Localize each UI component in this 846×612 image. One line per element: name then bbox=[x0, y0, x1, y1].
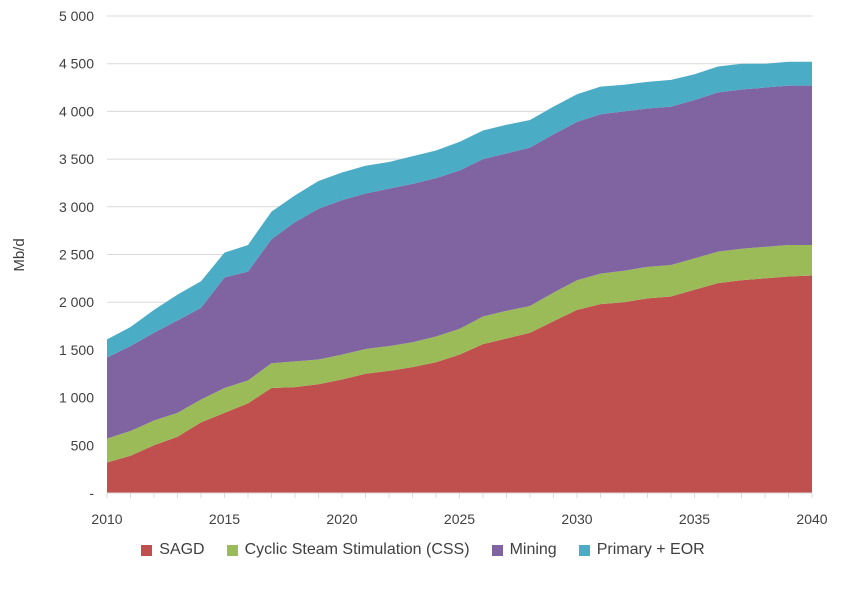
x-tick-label: 2030 bbox=[561, 511, 592, 527]
legend-swatch bbox=[141, 544, 153, 556]
legend-label: Primary + EOR bbox=[596, 541, 705, 558]
y-tick-label: 4 500 bbox=[59, 56, 94, 72]
y-axis-label: Mb/d bbox=[11, 238, 28, 271]
y-tick-label: 2 500 bbox=[59, 247, 94, 263]
legend: SAGD Cyclic Steam Stimulation (CSS) Mining… bbox=[0, 541, 846, 559]
y-tick-label: 500 bbox=[71, 437, 95, 453]
legend-item: Cyclic Steam Stimulation (CSS) bbox=[226, 541, 470, 559]
legend-item: Primary + EOR bbox=[578, 541, 705, 559]
legend-item: SAGD bbox=[141, 541, 205, 559]
area-sagd bbox=[107, 275, 812, 493]
legend-label: SAGD bbox=[159, 541, 205, 558]
axes: - 500 1 000 1 500 2 000 2 500 3 000 3 500 4 000 4… bbox=[59, 8, 828, 527]
y-tick-label: 1 000 bbox=[59, 390, 94, 406]
area-cyclic-steam-stimulation-css bbox=[107, 244, 812, 463]
area-mining bbox=[107, 85, 812, 439]
legend-item: Mining bbox=[491, 541, 557, 559]
y-tick-label: 1 500 bbox=[59, 342, 94, 358]
legend-swatch bbox=[226, 544, 238, 556]
legend-label: Mining bbox=[509, 541, 557, 558]
y-tick-label: 2 000 bbox=[59, 294, 94, 310]
legend-swatch bbox=[578, 544, 590, 556]
y-tick-label: 3 000 bbox=[59, 199, 94, 215]
x-tick-label: 2035 bbox=[679, 511, 710, 527]
y-tick-label: 4 000 bbox=[59, 103, 94, 119]
legend-swatch bbox=[491, 544, 503, 556]
y-tick-label: 5 000 bbox=[59, 8, 94, 24]
x-tick-label: 2015 bbox=[209, 511, 240, 527]
x-tick-label: 2025 bbox=[444, 511, 475, 527]
y-tick-label: - bbox=[89, 485, 94, 501]
legend-label: Cyclic Steam Stimulation (CSS) bbox=[244, 541, 470, 558]
x-tick-label: 2040 bbox=[796, 511, 827, 527]
x-tick-label: 2010 bbox=[91, 511, 122, 527]
x-tick-label: 2020 bbox=[326, 511, 357, 527]
area-series bbox=[107, 61, 812, 493]
y-tick-label: 3 500 bbox=[59, 151, 94, 167]
